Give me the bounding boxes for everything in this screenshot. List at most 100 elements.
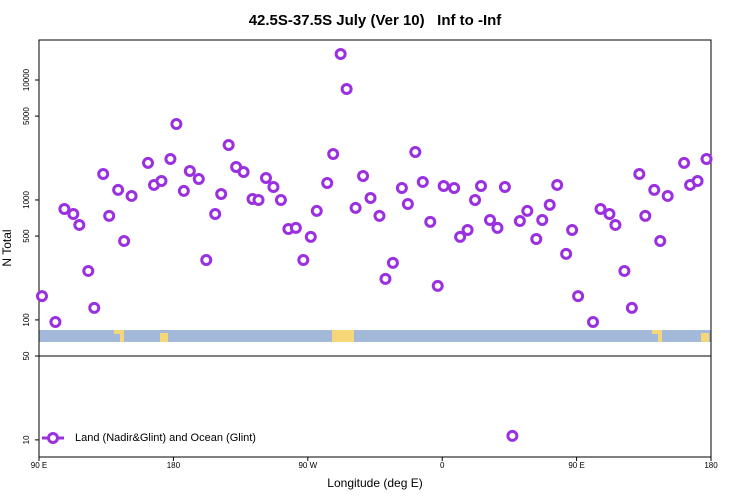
data-point: [609, 218, 622, 231]
data-point: [475, 179, 488, 192]
data-point: [164, 152, 177, 165]
data-point: [373, 209, 386, 222]
data-point: [259, 171, 272, 184]
data-point: [35, 290, 48, 303]
data-point: [543, 198, 556, 211]
data-point: [58, 202, 71, 215]
data-point: [267, 180, 280, 193]
data-point: [401, 197, 414, 210]
chart-title: 42.5S-37.5S July (Ver 10) Inf to -Inf: [249, 12, 503, 29]
data-point: [409, 145, 422, 158]
data-point: [310, 204, 323, 217]
data-point: [200, 253, 213, 266]
data-point: [431, 279, 444, 292]
data-point: [237, 165, 250, 178]
data-point: [639, 209, 652, 222]
data-point: [73, 218, 86, 231]
data-point: [192, 172, 205, 185]
data-point: [112, 183, 125, 196]
data-point: [395, 181, 408, 194]
x-axis-label: Longitude (deg E): [327, 476, 422, 490]
data-point: [618, 264, 631, 277]
data-point: [97, 167, 110, 180]
data-point: [536, 213, 549, 226]
data-point: [483, 213, 496, 226]
data-point: [661, 189, 674, 202]
data-point: [155, 174, 168, 187]
data-point: [469, 193, 482, 206]
data-point: [215, 187, 228, 200]
data-point: [560, 247, 573, 260]
data-point: [551, 178, 564, 191]
data-point: [49, 316, 62, 329]
data-point: [304, 230, 317, 243]
data-point: [321, 176, 334, 189]
data-point: [572, 290, 585, 303]
data-point: [125, 189, 138, 202]
data-point: [340, 82, 353, 95]
data-point: [437, 179, 450, 192]
data-point: [177, 184, 190, 197]
data-point: [448, 181, 461, 194]
data-point: [289, 221, 302, 234]
data-point: [379, 272, 392, 285]
data-point: [88, 301, 101, 314]
data-point: [506, 429, 519, 442]
data-point: [416, 175, 429, 188]
data-point: [183, 164, 196, 177]
legend-marker: [47, 432, 59, 444]
x-tick-label: 0: [440, 461, 445, 470]
data-point: [170, 117, 183, 130]
x-tick-label: 180: [167, 461, 181, 470]
legend-label: Land (Nadir&Glint) and Ocean (Glint): [75, 432, 256, 444]
plot-frame: [38, 39, 712, 458]
data-point: [142, 156, 155, 169]
y-tick-label: 5000: [22, 107, 31, 125]
data-point: [222, 138, 235, 151]
y-tick-label: 50: [22, 351, 31, 360]
data-point: [521, 204, 534, 217]
data-point: [349, 201, 362, 214]
data-point: [633, 167, 646, 180]
data-point: [103, 209, 116, 222]
data-point: [461, 223, 474, 236]
x-tick-label: 180: [704, 461, 718, 470]
data-point: [594, 202, 607, 215]
y-tick-label: 10000: [22, 68, 31, 91]
data-point: [118, 234, 131, 247]
y-axis-label: N Total: [0, 229, 14, 266]
data-point: [691, 174, 704, 187]
data-point: [648, 183, 661, 196]
x-tick-label: 90 E: [568, 461, 584, 470]
data-point: [625, 301, 638, 314]
data-point: [252, 193, 265, 206]
data-point: [424, 215, 437, 228]
y-tick-label: 100: [22, 313, 31, 327]
data-point: [334, 47, 347, 60]
data-point: [82, 264, 95, 277]
data-point: [603, 207, 616, 220]
data-point: [364, 191, 377, 204]
land-mask: [39, 330, 711, 342]
x-tick-label: 90 W: [298, 461, 317, 470]
data-point: [530, 232, 543, 245]
x-tick-label: 90 E: [31, 461, 47, 470]
y-tick-label: 1000: [22, 191, 31, 209]
y-tick-label: 500: [22, 229, 31, 243]
data-point: [587, 316, 600, 329]
data-point: [327, 147, 340, 160]
y-tick-label: 10: [22, 435, 31, 444]
data-point: [566, 223, 579, 236]
data-point: [654, 234, 667, 247]
data-point: [454, 230, 467, 243]
data-point: [700, 152, 713, 165]
land-patches: [114, 330, 709, 342]
data-point: [513, 214, 526, 227]
data-point: [67, 207, 80, 220]
data-point: [209, 207, 222, 220]
data-point: [274, 193, 287, 206]
data-point: [297, 253, 310, 266]
data-point: [386, 256, 399, 269]
data-point: [678, 156, 691, 169]
